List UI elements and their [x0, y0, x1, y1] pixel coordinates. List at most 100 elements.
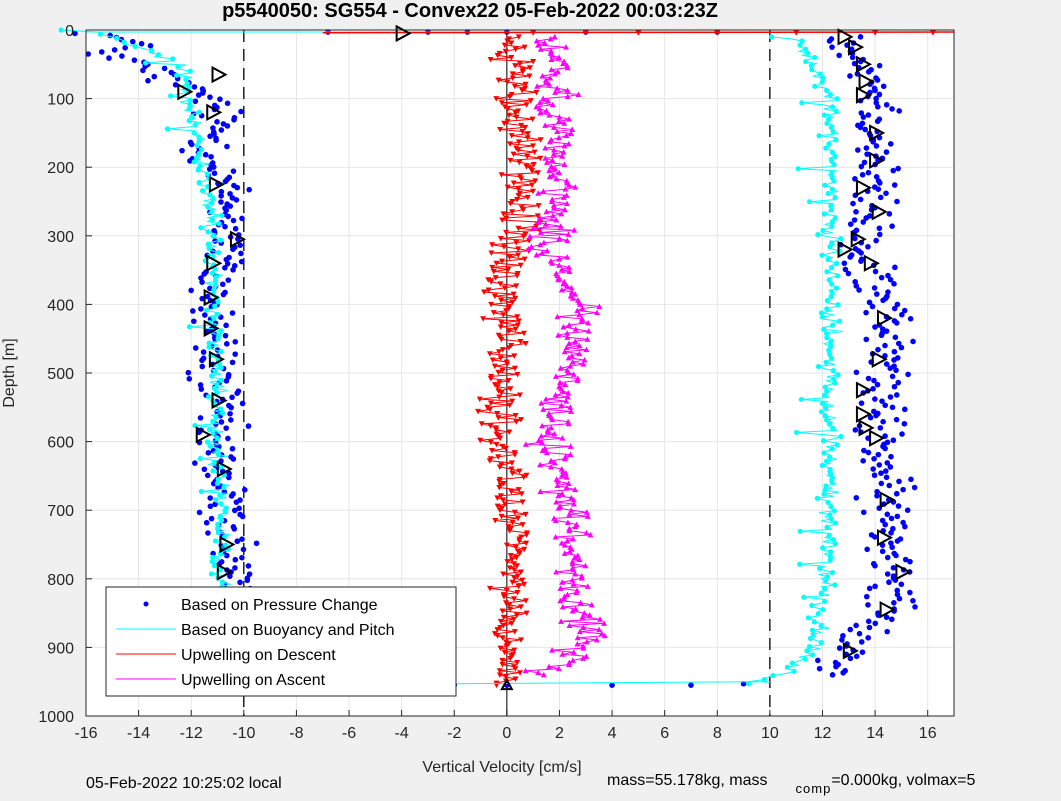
pressure-point [199, 357, 205, 364]
pressure-point [858, 639, 865, 645]
pressure-point [883, 190, 889, 197]
y-axis-label: Depth [m] [1, 338, 18, 407]
pressure-point [887, 276, 894, 283]
pressure-point [892, 264, 898, 271]
pressure-point [873, 143, 880, 149]
pressure-point [887, 141, 894, 147]
pressure-point [138, 40, 145, 47]
legend-label: Upwelling on Ascent [181, 672, 326, 689]
pressure-point [878, 480, 885, 487]
pressure-point [231, 507, 238, 514]
pressure-point [238, 108, 244, 115]
pressure-point [198, 306, 204, 312]
glider-triangle-marker [229, 230, 247, 248]
pressure-point [852, 235, 858, 242]
pressure-point [872, 268, 879, 275]
glider-triangle-marker [203, 288, 220, 307]
pressure-point [207, 495, 214, 501]
pressure-point [230, 168, 237, 174]
series-upwelling-on-ascent [522, 33, 608, 678]
pressure-point [151, 73, 158, 80]
pressure-point [131, 57, 138, 63]
pressure-point [230, 246, 236, 253]
pressure-point [893, 367, 899, 374]
pressure-point [237, 242, 244, 248]
pressure-point [847, 626, 854, 633]
pressure-point [888, 515, 895, 522]
descent-marker [929, 30, 936, 36]
descent-marker [493, 682, 500, 689]
glider-triangle-marker [855, 86, 873, 104]
pressure-point [204, 472, 211, 479]
y-tick-label: 600 [47, 435, 74, 452]
pressure-point [204, 293, 211, 300]
pressure-point [861, 159, 868, 166]
pressure-point [907, 558, 913, 565]
pressure-point [890, 565, 897, 571]
pressure-point [826, 38, 833, 44]
local-time-label: 05-Feb-2022 10:25:02 local [86, 775, 282, 792]
x-tick-label: 8 [713, 725, 722, 742]
descent-marker [582, 30, 589, 36]
pressure-point [225, 277, 232, 283]
pressure-point [199, 279, 205, 285]
pressure-point [901, 420, 908, 427]
pressure-point [246, 571, 253, 577]
pressure-point [873, 95, 879, 102]
legend-label: Based on Pressure Change [181, 597, 378, 614]
pressure-point [857, 124, 864, 131]
pressure-point [195, 92, 202, 98]
pressure-point [874, 381, 881, 388]
pressure-point [223, 425, 229, 431]
pressure-point [871, 472, 878, 479]
pressure-point [885, 272, 891, 279]
pressure-point [879, 548, 886, 555]
pressure-point [902, 406, 908, 413]
pressure-point [872, 583, 878, 590]
pressure-point [847, 655, 854, 662]
glider-triangle-marker [837, 240, 854, 259]
pressure-point [853, 283, 860, 289]
plot-frame [85, 29, 955, 717]
pressure-point [179, 147, 185, 154]
pressure-point [186, 376, 193, 382]
pressure-point [863, 593, 870, 600]
pressure-point [883, 101, 890, 108]
glider-triangle-marker [869, 151, 886, 170]
y-tick-label: 900 [47, 640, 74, 657]
surface-point [609, 682, 615, 688]
pressure-point [883, 361, 890, 367]
pressure-point [225, 435, 231, 442]
mass-comp-value: =0.000kg, volmax=5 [831, 772, 976, 789]
pressure-point [829, 672, 836, 678]
pressure-point [853, 208, 859, 215]
pressure-point [228, 493, 235, 499]
pressure-point [845, 270, 852, 277]
pressure-point [864, 151, 870, 157]
pressure-point [199, 363, 206, 370]
pressure-point [840, 669, 846, 676]
pressure-point [245, 563, 252, 569]
x-tick-label: 16 [919, 725, 937, 742]
pressure-point [237, 579, 243, 586]
pressure-point [218, 127, 225, 133]
pressure-point [876, 231, 883, 238]
pressure-point [239, 215, 245, 222]
legend-entry: Based on Pressure Change [143, 597, 378, 614]
x-tick-label: -4 [395, 725, 409, 742]
pressure-point [877, 425, 884, 431]
y-tick-label: 800 [47, 572, 74, 589]
pressure-point [891, 600, 897, 606]
pressure-point [224, 143, 230, 150]
glider-triangle-marker [208, 350, 225, 368]
pressure-point [222, 264, 228, 271]
pressure-point [145, 77, 151, 84]
pressure-point [887, 464, 894, 470]
pressure-point [192, 460, 198, 466]
pressure-point [207, 285, 213, 292]
buoyancy-line [61, 29, 233, 686]
pressure-point [894, 513, 901, 520]
pressure-point [226, 474, 232, 481]
pressure-point [858, 110, 865, 116]
pressure-point [898, 581, 905, 588]
